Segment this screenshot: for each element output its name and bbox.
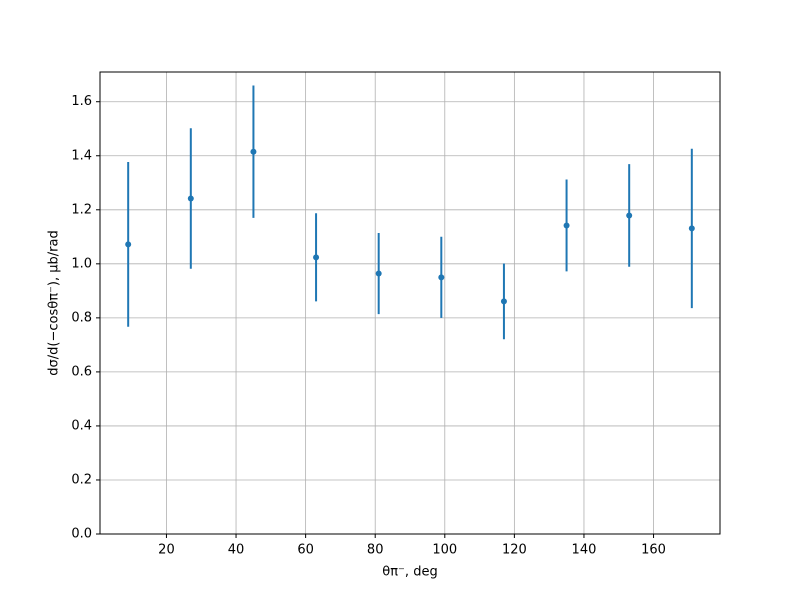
- plot-frame: [99, 71, 721, 535]
- y-tick-label: 0.6: [71, 364, 92, 379]
- x-tick-label: 100: [432, 543, 457, 558]
- data-point: [688, 225, 695, 232]
- data-point: [375, 270, 382, 277]
- y-axis-label: dσ/d(−cosθπ⁻), μb/rad: [47, 230, 62, 375]
- y-tick-label: 1.0: [71, 256, 92, 271]
- x-tick-label: 80: [367, 543, 384, 558]
- x-tick-label: 120: [502, 543, 527, 558]
- data-point: [438, 274, 445, 281]
- x-tick-label: 160: [641, 543, 666, 558]
- data-point: [125, 241, 132, 248]
- data-point: [500, 298, 507, 305]
- y-tick-label: 0.4: [71, 418, 92, 433]
- data-point: [187, 195, 194, 202]
- y-tick-label: 0.0: [71, 527, 92, 542]
- data-point: [313, 254, 320, 261]
- y-tick-label: 0.8: [71, 310, 92, 325]
- y-tick-label: 1.4: [71, 148, 92, 163]
- y-tick-label: 1.2: [71, 202, 92, 217]
- data-point: [626, 212, 633, 219]
- x-tick-label: 140: [572, 543, 597, 558]
- y-tick-label: 1.6: [71, 94, 92, 109]
- x-tick-label: 40: [228, 543, 245, 558]
- x-tick-label: 60: [297, 543, 314, 558]
- y-tick-label: 0.2: [71, 472, 92, 487]
- data-point: [563, 222, 570, 229]
- data-point: [250, 148, 257, 155]
- x-tick-label: 20: [158, 543, 175, 558]
- x-axis-label: θπ⁻, deg: [382, 565, 437, 580]
